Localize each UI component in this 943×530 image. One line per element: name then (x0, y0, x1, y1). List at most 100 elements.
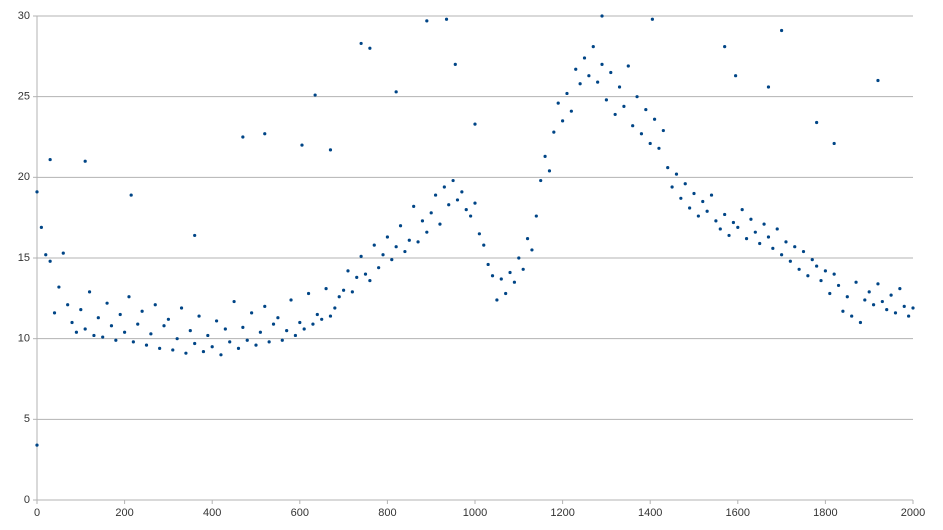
point (499, 277, 503, 281)
point (771, 246, 775, 250)
point (223, 327, 227, 331)
point (688, 206, 692, 210)
point (355, 275, 359, 279)
point (788, 259, 792, 263)
point (398, 224, 403, 228)
point (639, 132, 644, 136)
point (832, 272, 836, 276)
point (648, 141, 652, 146)
point (534, 214, 538, 218)
y-tick-label: 0 (24, 494, 30, 506)
point (530, 248, 534, 252)
point (657, 146, 661, 150)
point (372, 243, 376, 247)
point (315, 312, 319, 317)
point (644, 107, 648, 112)
point (228, 340, 232, 344)
point (300, 143, 304, 147)
point (758, 241, 762, 246)
point (328, 148, 333, 152)
point (66, 303, 70, 307)
point (197, 314, 201, 318)
point (350, 290, 354, 294)
x-tick-label: 1600 (726, 507, 750, 519)
point (469, 214, 473, 218)
point (368, 278, 372, 283)
point (622, 104, 626, 108)
point (407, 238, 411, 242)
point (241, 135, 245, 139)
x-tick-label: 1800 (813, 507, 837, 519)
x-tick-label: 400 (203, 507, 221, 519)
point (902, 304, 906, 308)
point (219, 353, 223, 357)
point (692, 191, 696, 196)
point (464, 208, 468, 212)
point (438, 222, 442, 226)
point (854, 280, 858, 284)
point (377, 266, 381, 270)
point (885, 308, 889, 312)
point (613, 112, 617, 117)
point (525, 237, 530, 241)
point (626, 64, 630, 68)
point (118, 312, 122, 317)
point (635, 95, 639, 99)
point (578, 82, 582, 86)
point (324, 287, 328, 291)
point (337, 295, 341, 299)
point (486, 262, 490, 267)
point (753, 230, 757, 234)
point (543, 154, 547, 158)
point (701, 199, 705, 204)
point (79, 308, 83, 312)
point (280, 338, 284, 342)
point (57, 285, 61, 289)
point (162, 324, 166, 328)
point (473, 201, 477, 205)
point (508, 270, 512, 275)
point (74, 330, 79, 334)
point (871, 303, 876, 307)
point (48, 157, 52, 162)
y-tick-label: 25 (18, 91, 30, 103)
x-tick-label: 1000 (463, 507, 487, 519)
point (105, 301, 109, 305)
point (442, 185, 446, 189)
point (109, 324, 114, 328)
point (880, 299, 884, 304)
point (679, 196, 683, 200)
point (652, 117, 657, 121)
y-tick-label: 15 (18, 252, 30, 264)
point (784, 240, 788, 244)
point (214, 319, 219, 323)
y-tick-label: 30 (18, 10, 30, 22)
point (806, 274, 810, 278)
point (346, 269, 350, 273)
point (460, 190, 464, 194)
point (114, 338, 118, 342)
x-tick-label: 1400 (638, 507, 662, 519)
point (127, 295, 131, 299)
point (271, 322, 276, 326)
point (793, 245, 797, 249)
point (815, 264, 819, 268)
point (390, 258, 394, 262)
point (359, 41, 363, 46)
point (863, 298, 867, 302)
point (359, 254, 363, 258)
point (858, 320, 863, 325)
point (766, 85, 771, 89)
point (797, 267, 801, 271)
x-tick-label: 2000 (901, 507, 925, 519)
point (447, 203, 451, 207)
point (574, 67, 578, 71)
point (83, 327, 87, 331)
point (740, 208, 744, 212)
point (298, 320, 302, 325)
point (907, 314, 911, 318)
point (123, 330, 127, 334)
point (696, 214, 700, 218)
point (210, 345, 214, 349)
point (250, 311, 254, 315)
